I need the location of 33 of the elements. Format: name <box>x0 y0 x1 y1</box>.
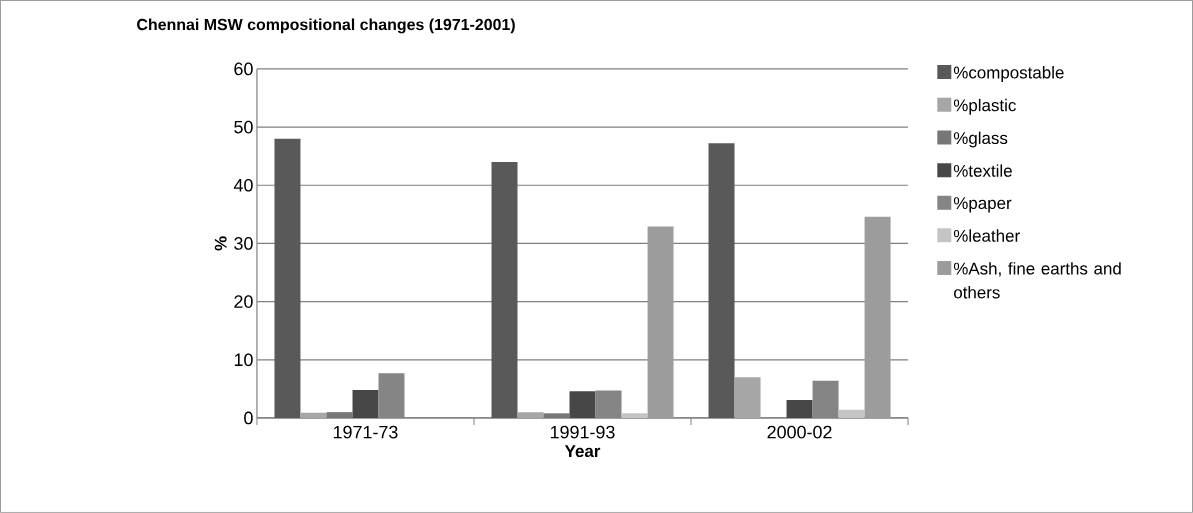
y-tick-label: 30 <box>234 237 253 250</box>
bar <box>352 390 379 419</box>
chart-title: Chennai MSW compositional changes (1971-2001) <box>137 18 515 34</box>
legend-label: %glass <box>953 131 1008 148</box>
bar <box>734 377 761 419</box>
legend-label: %plastic <box>953 98 1016 115</box>
bar <box>786 399 813 419</box>
bar <box>708 143 735 419</box>
bar <box>838 409 865 419</box>
y-tick-label: 50 <box>234 120 253 134</box>
bar <box>491 162 518 419</box>
y-tick-label: 40 <box>233 178 253 192</box>
bar <box>517 412 544 419</box>
x-tick-label: 2000-02 <box>767 425 832 439</box>
legend-label: %Ash, fine earths and others <box>953 262 1121 299</box>
y-tick-label: 10 <box>234 353 253 367</box>
y-tick-label: 60 <box>234 62 253 76</box>
bar <box>647 226 674 419</box>
legend-label: %compostable <box>953 66 1064 82</box>
bar <box>274 138 301 419</box>
x-tick-label: 1991-93 <box>550 425 615 439</box>
y-axis-title: % <box>214 236 227 251</box>
bar <box>621 413 648 419</box>
bar <box>864 216 891 419</box>
x-axis-title: Year <box>564 445 601 458</box>
y-tick-label: 0 <box>244 411 253 425</box>
legend-label: %paper <box>953 197 1012 213</box>
bar <box>569 391 596 419</box>
bar <box>300 412 327 419</box>
x-tick-label: 1971-73 <box>333 425 398 439</box>
y-tick-label: 20 <box>234 295 253 309</box>
legend-label: %leather <box>953 229 1020 242</box>
legend-label: %textile <box>953 164 1012 177</box>
